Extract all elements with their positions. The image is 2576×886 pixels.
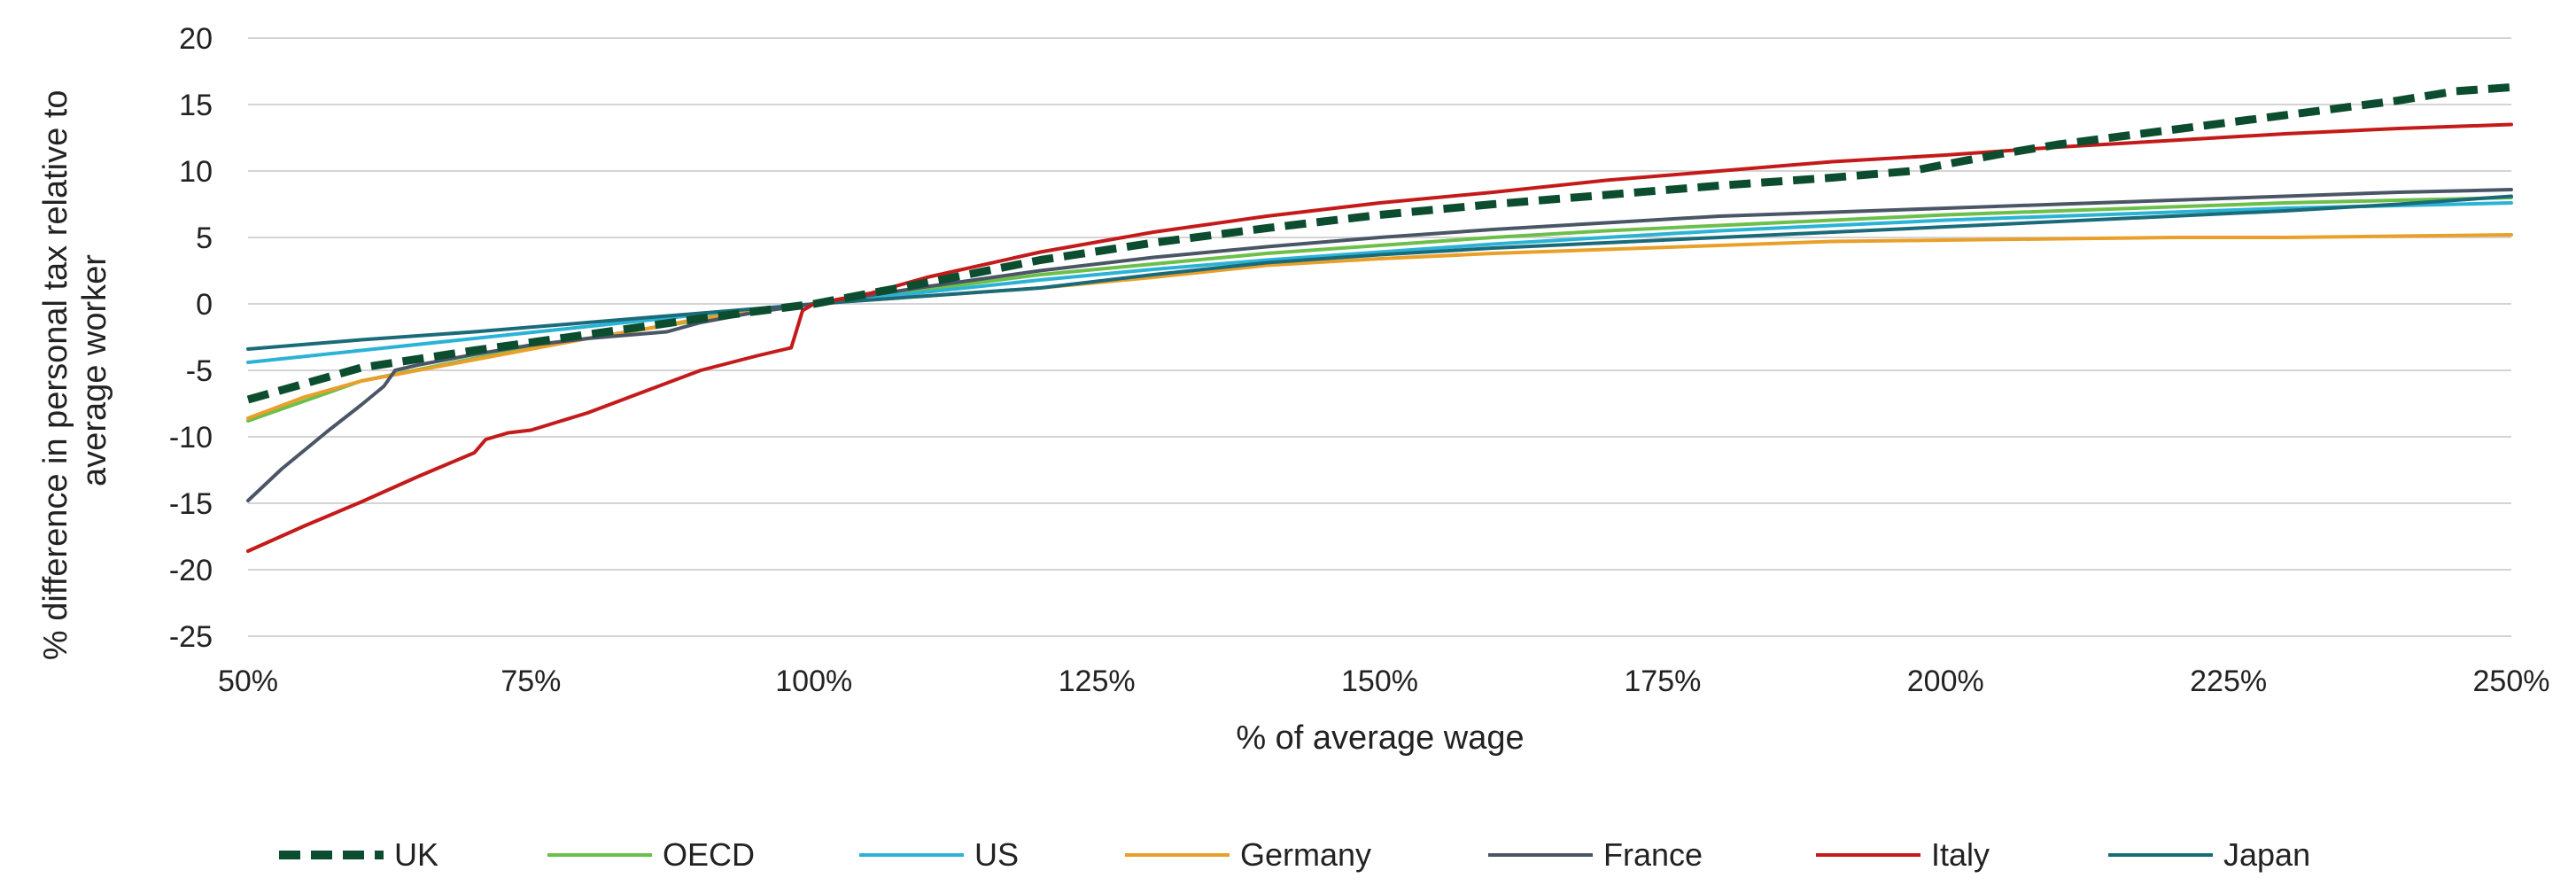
- series-line-us: [246, 201, 2513, 364]
- y-axis-title-line-2: average worker: [76, 254, 113, 486]
- y-tick-label: -25: [169, 620, 213, 654]
- y-axis-title-line-1: % difference in personal tax relative to: [37, 90, 74, 661]
- legend-label-uk: UK: [394, 836, 438, 873]
- y-tick-label: -20: [169, 554, 213, 587]
- x-tick-label: 250%: [2473, 664, 2550, 698]
- y-tick-label: 0: [196, 288, 213, 322]
- x-tick-label: 100%: [775, 664, 852, 698]
- legend: UK OECD US Germany France Italy Japan: [279, 836, 2310, 873]
- y-tick-label: 10: [179, 155, 213, 189]
- legend-label-us: US: [974, 836, 1019, 873]
- legend-label-oecd: OECD: [663, 836, 755, 873]
- x-tick-label: 150%: [1341, 664, 1418, 698]
- legend-label-italy: Italy: [1931, 836, 1990, 873]
- y-tick-label: 5: [196, 222, 213, 255]
- y-tick-label: 15: [179, 89, 213, 122]
- series-line-japan: [246, 194, 2513, 351]
- y-tick-label: -10: [169, 421, 213, 455]
- gridlines: [248, 37, 2511, 637]
- legend-label-japan: Japan: [2223, 836, 2310, 873]
- x-tick-label: 200%: [1907, 664, 1984, 698]
- y-axis-ticks: 20 15 10 5 0 -5 -10 -15 -20 -25: [169, 22, 213, 654]
- y-tick-label: -5: [186, 354, 213, 388]
- y-tick-label: 20: [179, 22, 213, 56]
- x-tick-label: 175%: [1624, 664, 1701, 698]
- series-line-oecd: [246, 196, 2513, 423]
- legend-label-france: France: [1603, 836, 1703, 873]
- y-tick-label: -15: [169, 487, 213, 521]
- legend-label-germany: Germany: [1240, 836, 1371, 873]
- series-layer: [246, 83, 2513, 553]
- series-line-uk: [246, 83, 2512, 404]
- x-tick-label: 50%: [218, 664, 278, 698]
- x-tick-label: 125%: [1059, 664, 1136, 698]
- y-axis-title: % difference in personal tax relative to…: [37, 81, 113, 661]
- series-line-italy: [246, 122, 2513, 553]
- svg-text:% difference in personal tax r: % difference in personal tax relative to…: [37, 81, 113, 660]
- x-tick-label: 225%: [2190, 664, 2267, 698]
- x-axis-ticks: 50% 75% 100% 125% 150% 175% 200% 225% 250%: [218, 664, 2550, 698]
- x-axis-title: % of average wage: [1236, 719, 1524, 757]
- x-tick-label: 75%: [500, 664, 561, 698]
